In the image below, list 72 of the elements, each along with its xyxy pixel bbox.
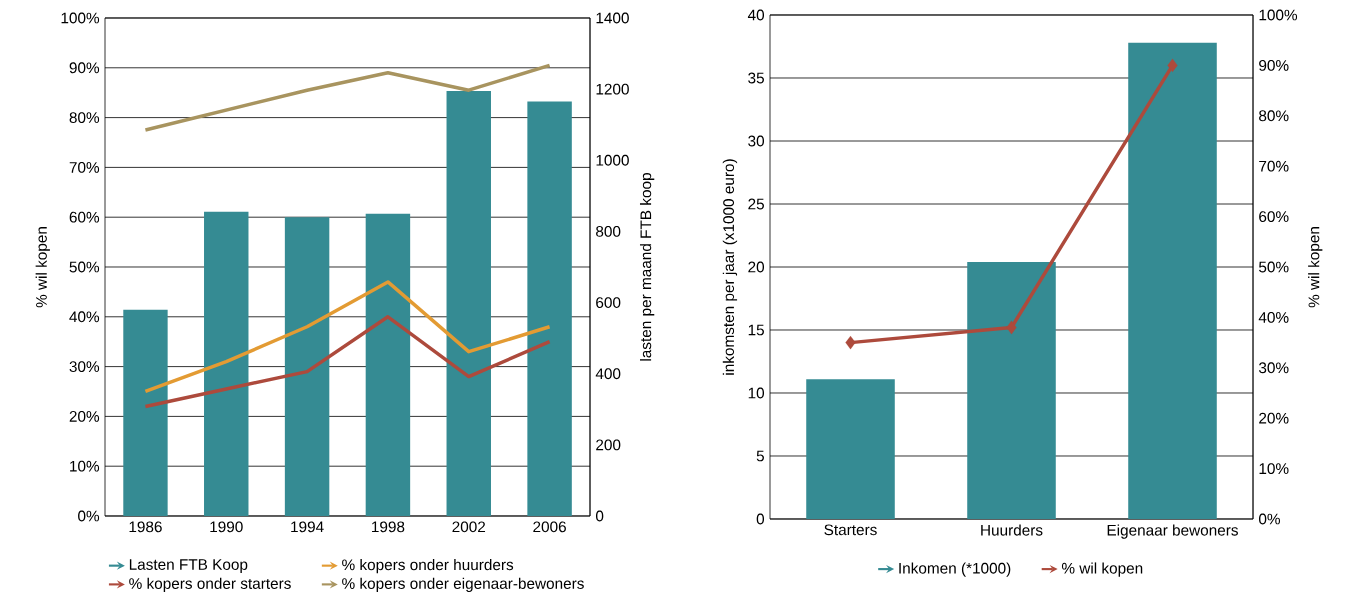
bar xyxy=(527,101,572,516)
y-tick-label: 80% xyxy=(69,112,100,124)
legend-label: Lasten FTB Koop xyxy=(129,559,248,573)
bar xyxy=(806,379,895,519)
x-tick-label: 1998 xyxy=(372,521,405,533)
y2-tick-label: 800 xyxy=(596,226,621,237)
y-tick-label: 90% xyxy=(69,62,100,74)
y-tick-label: 40 xyxy=(747,9,765,21)
point xyxy=(1006,320,1017,335)
bar xyxy=(123,309,168,516)
y2-tick-label: 40% xyxy=(1258,311,1289,323)
y2-tick-label: 30% xyxy=(1258,362,1289,374)
bar xyxy=(446,90,491,516)
bar xyxy=(365,213,411,516)
y-tick-label: 25 xyxy=(748,198,764,210)
y-tick-label: 30% xyxy=(69,361,100,373)
y-tick-label: 100% xyxy=(61,12,100,24)
y-tick-label: 50% xyxy=(69,261,100,273)
y2-tick-label: 200 xyxy=(596,439,621,451)
y2-tick-label: 1200 xyxy=(596,83,629,95)
y-axis-title: inkomsten per jaar (x1000 euro) xyxy=(722,159,738,375)
y2-tick-label: 0% xyxy=(1259,513,1281,525)
y-tick-label: 60% xyxy=(69,211,100,223)
x-tick-label: Eigenaar bewoners xyxy=(1107,524,1238,539)
x-tick-label: Huurders xyxy=(981,524,1043,536)
y2-axis-title: % wil kopen xyxy=(1308,227,1323,308)
x-tick-label: Starters xyxy=(824,524,877,536)
y2-tick-label: 10% xyxy=(1259,463,1289,475)
bar xyxy=(284,217,330,516)
bar xyxy=(967,261,1056,519)
legend-label: % kopers onder starters xyxy=(129,577,291,592)
y-tick-label: 20 xyxy=(748,261,765,273)
y-tick-label: 10% xyxy=(70,460,100,472)
y-tick-label: 0% xyxy=(78,510,100,522)
y2-tick-label: 50% xyxy=(1259,261,1289,273)
legend-label: % kopers onder eigenaar-bewoners xyxy=(342,577,584,592)
y2-tick-label: 90% xyxy=(1259,59,1289,71)
y-axis-title: % wil kopen xyxy=(35,227,50,308)
x-tick-label: 2006 xyxy=(533,521,566,533)
legend-label: % wil kopen xyxy=(1061,562,1143,577)
y2-tick-label: 400 xyxy=(595,368,621,380)
point xyxy=(1167,58,1178,73)
y2-tick-label: 20% xyxy=(1259,412,1289,424)
line-series xyxy=(143,280,552,394)
line-series xyxy=(143,315,552,409)
y-tick-label: 70% xyxy=(69,161,100,173)
x-tick-label: 1990 xyxy=(210,521,243,533)
y2-tick-label: 80% xyxy=(1259,110,1289,122)
y2-axis-title: lasten per maand FTB koop xyxy=(639,173,655,361)
y-tick-label: 0 xyxy=(756,513,765,525)
x-tick-label: 2002 xyxy=(452,521,486,533)
y2-tick-label: 1000 xyxy=(596,154,629,166)
x-tick-label: 1994 xyxy=(291,521,324,533)
y-tick-label: 35 xyxy=(748,72,764,84)
y-tick-label: 20% xyxy=(69,410,100,422)
y2-tick-label: 70% xyxy=(1259,160,1289,172)
y2-tick-label: 0 xyxy=(595,510,604,522)
y-tick-label: 5 xyxy=(756,450,764,462)
bar xyxy=(204,211,249,516)
y2-tick-label: 1400 xyxy=(596,12,629,24)
y-tick-label: 10 xyxy=(748,387,765,399)
y2-tick-label: 100% xyxy=(1259,9,1298,21)
y-tick-label: 40% xyxy=(69,311,100,323)
bar xyxy=(1128,42,1217,519)
y-tick-label: 30 xyxy=(748,135,765,147)
point xyxy=(845,335,856,350)
y-tick-label: 15 xyxy=(748,324,764,336)
y2-tick-label: 60% xyxy=(1259,211,1289,223)
x-tick-label: 1986 xyxy=(129,521,162,533)
legend-label: Inkomen (*1000) xyxy=(899,562,1011,577)
y2-tick-label: 600 xyxy=(596,297,621,308)
legend-label: % kopers onder huurders xyxy=(342,558,514,574)
